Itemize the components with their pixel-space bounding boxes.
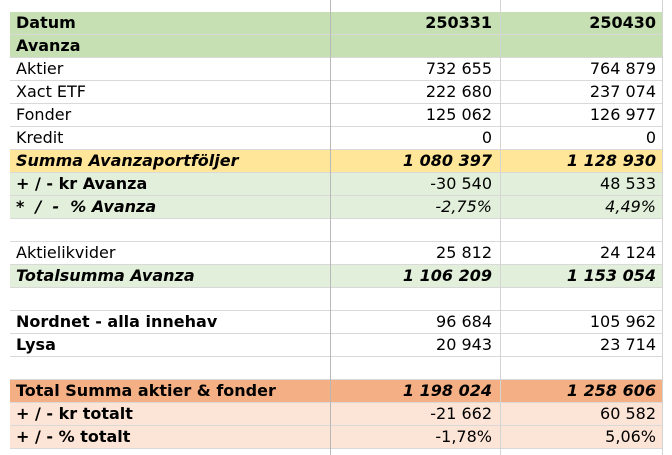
value-totalsumma-avanza-col1[interactable]: 1 106 209: [402, 266, 492, 285]
header-datum-label[interactable]: Datum: [16, 13, 76, 32]
section-avanza-title[interactable]: Avanza: [16, 36, 81, 55]
value-nordnet-col2[interactable]: 105 962: [589, 312, 656, 331]
row-aktier: Aktier 732 655 764 879: [10, 58, 662, 81]
value-xact-etf-col2[interactable]: 237 074: [589, 82, 656, 101]
value-total-summa-col2[interactable]: 1 258 606: [566, 381, 656, 400]
row-aktielikvider: Aktielikvider 25 812 24 124: [10, 242, 662, 265]
value-summa-avanza-col2[interactable]: 1 128 930: [566, 151, 656, 170]
row-summa-avanza: Summa Avanzaportföljer 1 080 397 1 128 9…: [10, 150, 662, 173]
empty-row[interactable]: [10, 288, 662, 311]
column-divider: [500, 0, 501, 455]
section-avanza-row: Avanza: [10, 35, 662, 58]
value-totalsumma-avanza-col2[interactable]: 1 153 054: [566, 266, 656, 285]
value-nordnet-col1[interactable]: 96 684: [436, 312, 492, 331]
label-totalsumma-avanza[interactable]: Totalsumma Avanza: [16, 266, 195, 285]
value-aktier-col2[interactable]: 764 879: [589, 59, 656, 78]
row-lysa: Lysa 20 943 23 714: [10, 334, 662, 357]
label-aktielikvider[interactable]: Aktielikvider: [16, 243, 116, 262]
value-lysa-col2[interactable]: 23 714: [600, 335, 656, 354]
value-fonder-col1[interactable]: 125 062: [425, 105, 492, 124]
row-kr-avanza: + / - kr Avanza -30 540 48 533: [10, 173, 662, 196]
value-pct-totalt-col1[interactable]: -1,78%: [435, 427, 492, 446]
label-fonder[interactable]: Fonder: [16, 105, 72, 124]
value-kr-totalt-col2[interactable]: 60 582: [600, 404, 656, 423]
value-pct-avanza-col2[interactable]: 4,49%: [605, 197, 656, 216]
row-pct-avanza: * / - % Avanza -2,75% 4,49%: [10, 196, 662, 219]
row-fonder: Fonder 125 062 126 977: [10, 104, 662, 127]
header-row: Datum 250331 250430: [10, 12, 662, 35]
label-pct-totalt[interactable]: + / - % totalt: [16, 427, 131, 446]
value-pct-totalt-col2[interactable]: 5,06%: [605, 427, 656, 446]
empty-row[interactable]: [10, 357, 662, 380]
column-divider: [662, 0, 663, 455]
label-kr-avanza[interactable]: + / - kr Avanza: [16, 174, 148, 193]
value-summa-avanza-col1[interactable]: 1 080 397: [402, 151, 492, 170]
row-kr-totalt: + / - kr totalt -21 662 60 582: [10, 403, 662, 426]
row-total-summa: Total Summa aktier & fonder 1 198 024 1 …: [10, 380, 662, 403]
label-kredit[interactable]: Kredit: [16, 128, 64, 147]
label-lysa[interactable]: Lysa: [16, 335, 56, 354]
label-total-summa[interactable]: Total Summa aktier & fonder: [16, 381, 276, 400]
header-col2[interactable]: 250430: [589, 13, 656, 32]
value-lysa-col1[interactable]: 20 943: [436, 335, 492, 354]
header-col1[interactable]: 250331: [425, 13, 492, 32]
value-aktielikvider-col1[interactable]: 25 812: [436, 243, 492, 262]
row-xact-etf: Xact ETF 222 680 237 074: [10, 81, 662, 104]
row-nordnet: Nordnet - alla innehav 96 684 105 962: [10, 311, 662, 334]
label-xact-etf[interactable]: Xact ETF: [16, 82, 87, 101]
label-nordnet[interactable]: Nordnet - alla innehav: [16, 312, 218, 331]
value-pct-avanza-col1[interactable]: -2,75%: [435, 197, 492, 216]
value-kr-avanza-col2[interactable]: 48 533: [600, 174, 656, 193]
value-total-summa-col1[interactable]: 1 198 024: [402, 381, 492, 400]
label-kr-totalt[interactable]: + / - kr totalt: [16, 404, 133, 423]
value-xact-etf-col1[interactable]: 222 680: [425, 82, 492, 101]
value-aktier-col1[interactable]: 732 655: [425, 59, 492, 78]
row-kredit: Kredit 0 0: [10, 127, 662, 150]
value-kredit-col1[interactable]: 0: [481, 128, 492, 147]
value-aktielikvider-col2[interactable]: 24 124: [600, 243, 656, 262]
value-kr-avanza-col1[interactable]: -30 540: [430, 174, 492, 193]
row-totalsumma-avanza: Totalsumma Avanza 1 106 209 1 153 054: [10, 265, 662, 288]
column-divider: [330, 0, 331, 455]
row-pct-totalt: + / - % totalt -1,78% 5,06%: [10, 426, 662, 449]
value-kredit-col2[interactable]: 0: [645, 128, 656, 147]
value-fonder-col2[interactable]: 126 977: [589, 105, 656, 124]
empty-row[interactable]: [10, 219, 662, 242]
label-pct-avanza[interactable]: * / - % Avanza: [16, 197, 157, 216]
label-aktier[interactable]: Aktier: [16, 59, 64, 78]
value-kr-totalt-col1[interactable]: -21 662: [430, 404, 492, 423]
label-summa-avanza[interactable]: Summa Avanzaportföljer: [16, 151, 239, 170]
